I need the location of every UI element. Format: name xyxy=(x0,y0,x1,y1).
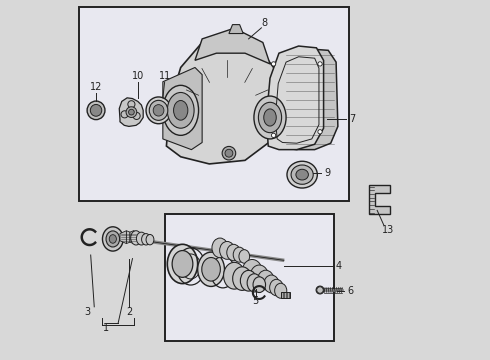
Text: 4: 4 xyxy=(336,261,342,271)
Ellipse shape xyxy=(128,101,135,108)
Ellipse shape xyxy=(131,231,142,245)
Ellipse shape xyxy=(227,244,241,261)
Ellipse shape xyxy=(318,62,322,66)
Ellipse shape xyxy=(197,252,224,287)
Ellipse shape xyxy=(233,267,251,291)
Ellipse shape xyxy=(287,161,318,188)
Text: 10: 10 xyxy=(132,71,144,81)
Polygon shape xyxy=(120,231,126,244)
Ellipse shape xyxy=(239,249,249,263)
Ellipse shape xyxy=(220,242,235,259)
Ellipse shape xyxy=(270,279,283,296)
Ellipse shape xyxy=(212,238,228,258)
Ellipse shape xyxy=(258,270,274,290)
Text: 7: 7 xyxy=(349,114,355,124)
Ellipse shape xyxy=(258,102,282,133)
Ellipse shape xyxy=(291,165,313,184)
Polygon shape xyxy=(229,24,243,33)
Polygon shape xyxy=(134,231,137,244)
Ellipse shape xyxy=(316,286,324,294)
Ellipse shape xyxy=(247,274,262,292)
Ellipse shape xyxy=(146,97,171,124)
Polygon shape xyxy=(267,46,323,150)
Bar xyxy=(165,214,334,341)
Ellipse shape xyxy=(172,251,193,277)
Bar xyxy=(79,7,348,202)
Ellipse shape xyxy=(241,270,257,291)
Ellipse shape xyxy=(275,283,287,298)
Text: 8: 8 xyxy=(262,18,268,28)
Ellipse shape xyxy=(142,234,150,245)
Ellipse shape xyxy=(149,100,168,120)
Ellipse shape xyxy=(136,232,147,245)
Ellipse shape xyxy=(243,260,262,283)
Text: 2: 2 xyxy=(126,307,132,317)
Ellipse shape xyxy=(153,105,164,116)
Ellipse shape xyxy=(264,109,276,126)
Ellipse shape xyxy=(225,149,233,157)
Ellipse shape xyxy=(222,147,236,160)
Ellipse shape xyxy=(167,93,194,128)
Ellipse shape xyxy=(254,96,286,139)
Polygon shape xyxy=(163,67,202,150)
Polygon shape xyxy=(167,39,288,164)
Ellipse shape xyxy=(163,85,198,135)
Ellipse shape xyxy=(318,130,322,134)
Ellipse shape xyxy=(102,227,123,251)
Text: 1: 1 xyxy=(103,323,109,333)
Polygon shape xyxy=(126,231,130,244)
Polygon shape xyxy=(130,231,134,244)
Text: 9: 9 xyxy=(324,168,330,178)
Ellipse shape xyxy=(271,62,276,66)
Bar xyxy=(281,292,290,298)
Ellipse shape xyxy=(167,244,197,284)
Ellipse shape xyxy=(106,231,120,247)
Ellipse shape xyxy=(87,101,105,120)
Polygon shape xyxy=(137,232,141,242)
Ellipse shape xyxy=(202,257,220,281)
Ellipse shape xyxy=(250,265,268,287)
Text: 6: 6 xyxy=(347,286,353,296)
Ellipse shape xyxy=(173,100,188,120)
Text: 12: 12 xyxy=(90,82,102,92)
Ellipse shape xyxy=(128,109,134,115)
Text: 3: 3 xyxy=(85,307,91,317)
Ellipse shape xyxy=(223,262,245,289)
Polygon shape xyxy=(195,28,270,64)
Ellipse shape xyxy=(296,169,308,180)
Ellipse shape xyxy=(121,111,128,118)
Ellipse shape xyxy=(233,247,245,262)
Text: 11: 11 xyxy=(158,71,171,81)
Ellipse shape xyxy=(109,235,117,243)
Polygon shape xyxy=(369,185,390,214)
Ellipse shape xyxy=(271,133,276,138)
Polygon shape xyxy=(119,98,143,126)
Ellipse shape xyxy=(133,112,140,120)
Ellipse shape xyxy=(146,234,154,245)
Polygon shape xyxy=(281,49,338,150)
Ellipse shape xyxy=(90,104,102,116)
Text: 5: 5 xyxy=(252,296,259,306)
Ellipse shape xyxy=(126,107,137,117)
Text: 13: 13 xyxy=(382,225,394,235)
Ellipse shape xyxy=(264,275,279,293)
Ellipse shape xyxy=(253,277,266,293)
